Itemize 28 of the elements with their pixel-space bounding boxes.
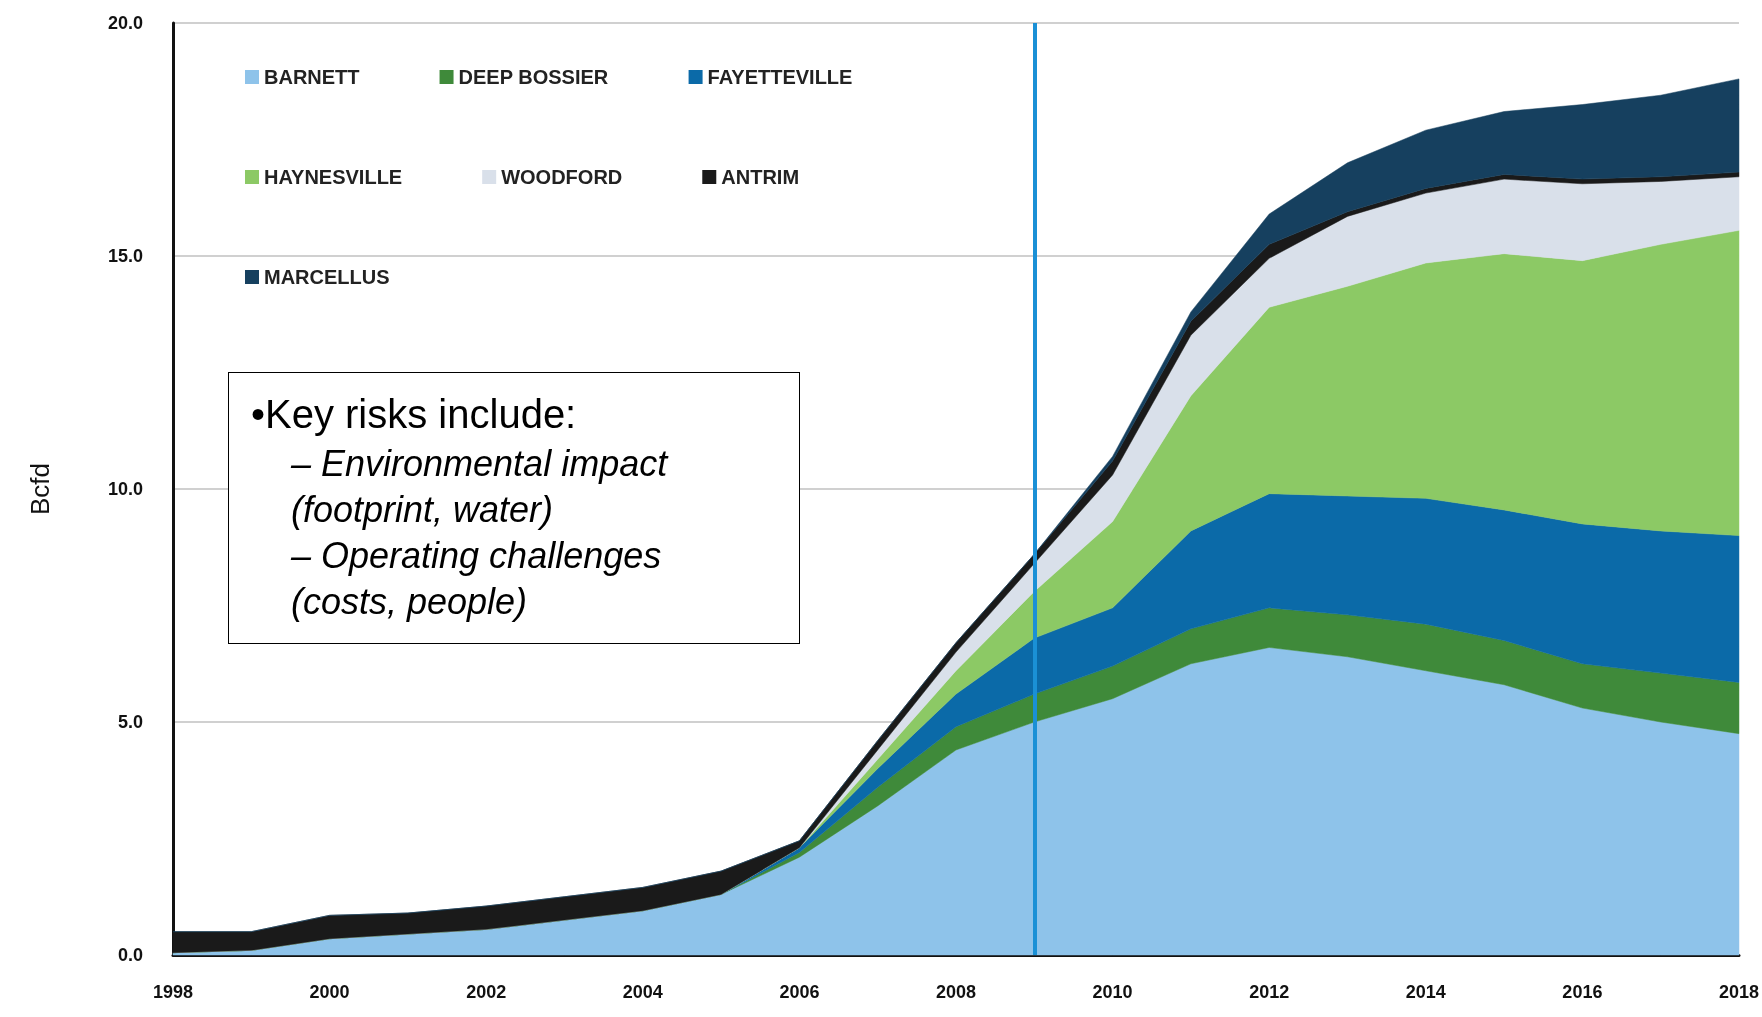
legend-label: ANTRIM: [721, 166, 800, 188]
x-tick-label: 2000: [309, 982, 350, 1002]
x-tick-label: 2002: [466, 982, 507, 1002]
legend-label: DEEP BOSSIER: [458, 66, 609, 88]
legend-label: FAYETTEVILLE: [707, 66, 853, 88]
y-tick-label: 20.0: [107, 13, 143, 33]
legend-label: WOODFORD: [501, 166, 623, 188]
x-tick-label: 2004: [622, 982, 663, 1002]
y-tick-label: 10.0: [107, 479, 143, 499]
x-tick-label: 2016: [1562, 982, 1603, 1002]
x-tick-label: 2008: [935, 982, 977, 1002]
y-tick-label: 15.0: [107, 246, 143, 266]
annotation: •Key risks include:: [251, 391, 578, 438]
legend-label: HAYNESVILLE: [264, 166, 403, 188]
x-tick-label: 1998: [152, 982, 194, 1002]
x-tick-label: 2006: [779, 982, 820, 1002]
annotation: – Environmental impact (footprint, water): [289, 442, 670, 532]
text-box: •Key risks include: – Environmental impact (footprint, water) – Operating challenges (costs, people): [228, 372, 800, 644]
legend-label: BARNETT: [264, 66, 360, 88]
y-tick-label: 0.0: [117, 945, 143, 965]
y-axis-title: Bcfd: [25, 462, 55, 516]
x-tick-label: 2012: [1249, 982, 1290, 1002]
x-tick-label: 2010: [1092, 982, 1133, 1002]
x-tick-label: 2018: [1718, 982, 1759, 1002]
x-tick-label: 2014: [1405, 982, 1446, 1002]
y-tick-label: 5.0: [117, 712, 143, 732]
legend-label: MARCELLUS: [264, 266, 390, 288]
annotation: – Operating challenges (costs, people): [289, 534, 663, 624]
